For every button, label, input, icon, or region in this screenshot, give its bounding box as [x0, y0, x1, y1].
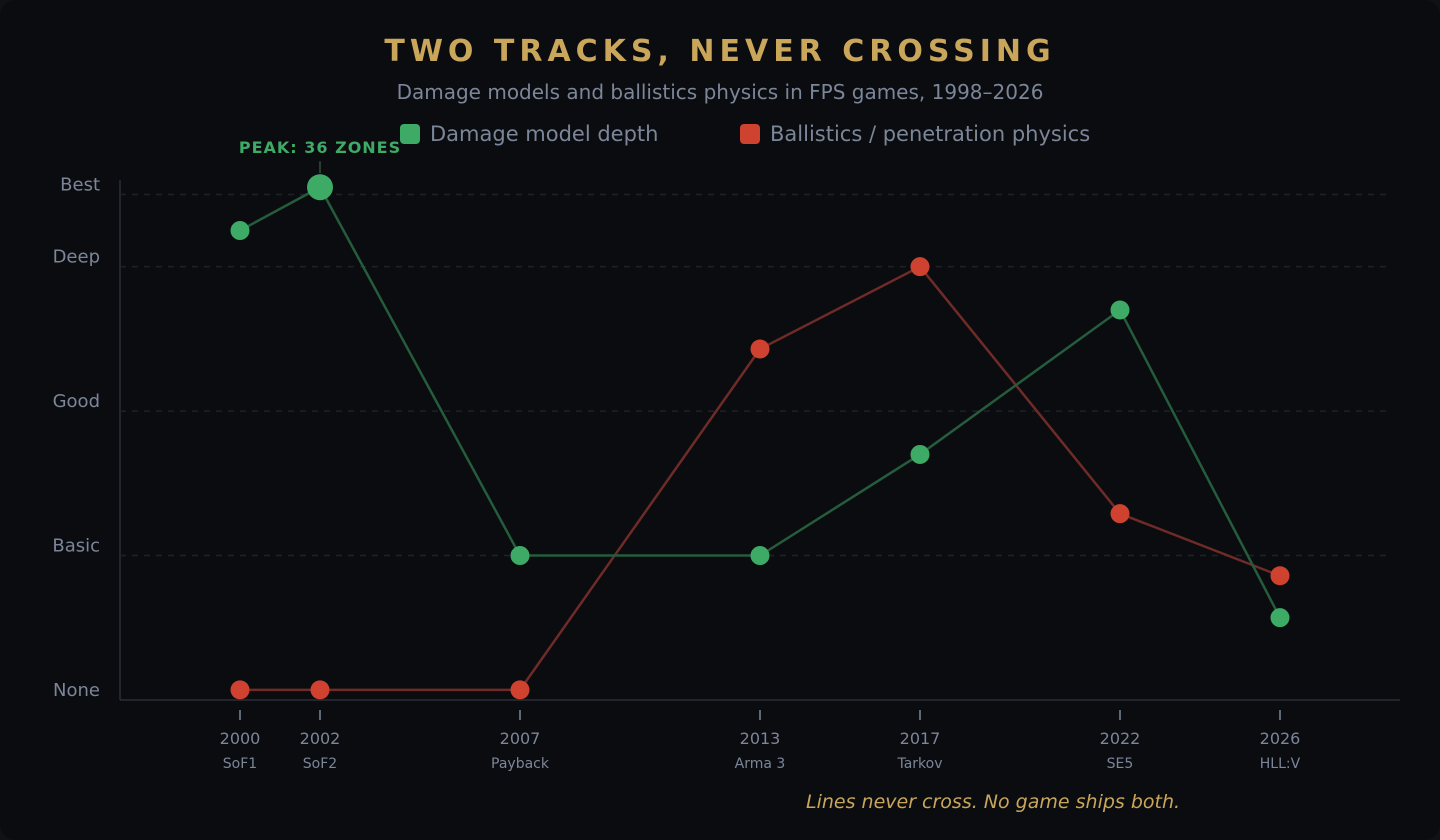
- series-1-point-2013: [750, 339, 770, 359]
- x-tick-year-2022: 2022: [1100, 729, 1141, 748]
- x-tick-year-2013: 2013: [740, 729, 781, 748]
- series-0-point-2013: [750, 546, 770, 566]
- y-tick-label-basic: Basic: [52, 536, 100, 557]
- x-tick-game-2002: SoF2: [303, 756, 337, 772]
- legend-damage-model: Damage model depth: [400, 122, 658, 146]
- x-tick-game-2022: SE5: [1107, 756, 1134, 772]
- chart-title: TWO TRACKS, NEVER CROSSING: [384, 34, 1056, 69]
- legend-swatch-damage: [400, 124, 420, 144]
- x-tick-game-2026: HLL:V: [1260, 756, 1301, 772]
- x-tick-year-2026: 2026: [1260, 729, 1301, 748]
- x-tick-year-2007: 2007: [500, 729, 541, 748]
- series-1-point-2017: [910, 257, 930, 277]
- series-1-point-2002: [310, 680, 330, 700]
- x-tick-game-2000: SoF1: [223, 756, 257, 772]
- legend-label-ballistics: Ballistics / penetration physics: [770, 122, 1091, 146]
- legend-label-damage: Damage model depth: [430, 122, 659, 146]
- legend-swatch-ballistics: [740, 124, 760, 144]
- series-1-point-2026: [1270, 566, 1290, 586]
- series-1-point-2007: [510, 680, 530, 700]
- series-1-point-2000: [230, 680, 250, 700]
- x-tick-year-2002: 2002: [300, 729, 341, 748]
- series-0-point-2007: [510, 546, 530, 566]
- x-tick-year-2000: 2000: [220, 729, 261, 748]
- legend-ballistics: Ballistics / penetration physics: [740, 122, 1090, 146]
- series-0-point-2017: [910, 444, 930, 464]
- x-tick-game-2013: Arma 3: [735, 756, 786, 772]
- y-tick-label-good: Good: [53, 391, 100, 412]
- series-0-point-2002: [307, 174, 333, 201]
- chart-subtitle: Damage models and ballistics physics in …: [396, 80, 1044, 104]
- series-1-point-2022: [1110, 504, 1130, 524]
- y-tick-label-deep: Deep: [53, 247, 100, 268]
- x-tick-game-2017: Tarkov: [896, 756, 942, 772]
- chart-footnote: Lines never cross. No game ships both.: [806, 791, 1181, 813]
- series-0-point-2026: [1270, 608, 1290, 628]
- series-line-1: [240, 265, 1281, 692]
- peak-annotation: PEAK: 36 ZONES: [239, 138, 401, 157]
- y-tick-label-none: None: [53, 680, 100, 701]
- series-0-point-2000: [230, 221, 250, 241]
- y-tick-label-best: Best: [60, 174, 100, 195]
- x-tick-game-2007: Payback: [491, 756, 550, 772]
- series-0-point-2022: [1110, 300, 1130, 320]
- x-tick-year-2017: 2017: [900, 729, 941, 748]
